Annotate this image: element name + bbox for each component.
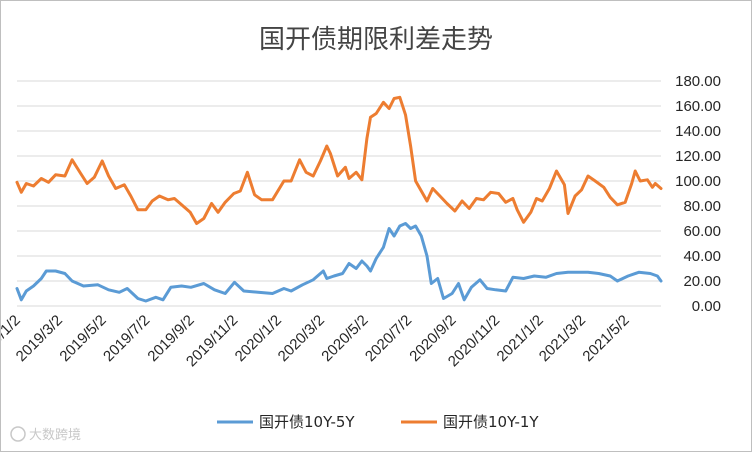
- x-tick-label: 2020/5/2: [318, 312, 371, 365]
- x-tick-label: 2020/1/2: [232, 312, 285, 365]
- watermark: 大数跨境: [10, 426, 81, 443]
- legend: 国开债10Y-5Y 国开债10Y-1Y: [217, 413, 539, 431]
- x-tick-label: 2021/3/2: [536, 312, 589, 365]
- y-tick-label: 120.00: [675, 148, 721, 165]
- y-tick-label: 60.00: [683, 223, 721, 240]
- x-tick-label: 2020/3/2: [275, 312, 328, 365]
- x-tick-label: 2021/5/2: [579, 312, 632, 365]
- y-tick-label: 0.00: [692, 298, 721, 315]
- watermark-text: 大数跨境: [29, 428, 81, 443]
- x-tick-label: 2020/7/2: [362, 312, 415, 365]
- y-tick-label: 100.00: [675, 173, 721, 190]
- series-line-2: [15, 95, 663, 225]
- x-axis-tick-labels: 2019/1/22019/3/22019/5/22019/7/22019/9/2…: [1, 312, 633, 370]
- x-tick-label: 2019/7/2: [100, 312, 153, 365]
- y-tick-label: 80.00: [683, 198, 721, 215]
- x-tick-label: 2019/3/2: [13, 312, 66, 365]
- legend-label-2: 国开债10Y-1Y: [443, 413, 539, 431]
- y-tick-label: 20.00: [683, 273, 721, 290]
- x-tick-label: 2019/5/2: [56, 312, 109, 365]
- y-axis-tick-labels: 0.00 20.00 40.00 60.00 80.00 100.00 120.00 140.…: [675, 73, 721, 315]
- y-tick-label: 180.00: [675, 73, 721, 90]
- y-tick-label: 40.00: [683, 248, 721, 265]
- legend-label-1: 国开债10Y-5Y: [259, 413, 355, 431]
- watermark-logo-icon: [10, 426, 26, 442]
- y-tick-label: 160.00: [675, 98, 721, 115]
- y-tick-label: 140.00: [675, 123, 721, 140]
- chart-title: 国开债期限利差走势: [259, 25, 493, 55]
- gridlines: [17, 80, 661, 307]
- series-lines: [15, 95, 663, 303]
- series-line-1: [15, 222, 663, 303]
